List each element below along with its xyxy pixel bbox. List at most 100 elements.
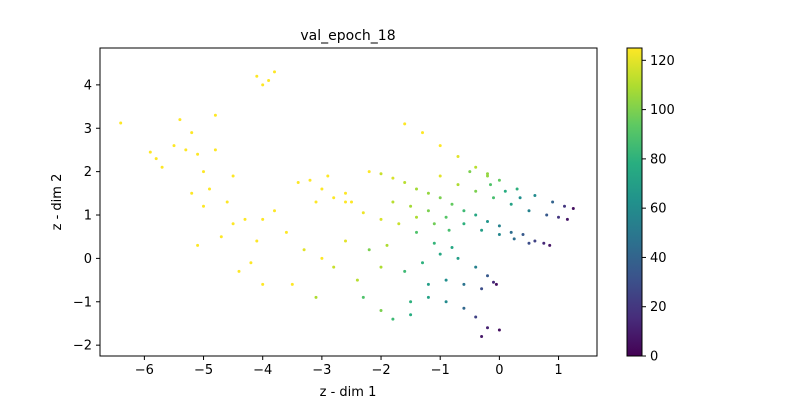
- data-point: [403, 122, 407, 126]
- data-point: [527, 209, 531, 213]
- colorbar-tick-label: 80: [650, 152, 667, 167]
- data-point: [480, 228, 484, 232]
- data-point: [344, 200, 347, 204]
- data-point: [231, 222, 235, 226]
- data-point: [344, 239, 347, 243]
- data-point: [249, 261, 253, 265]
- data-point: [456, 256, 460, 260]
- data-point: [486, 172, 489, 176]
- data-point: [497, 224, 501, 228]
- data-point: [474, 315, 478, 319]
- data-point: [379, 172, 383, 176]
- data-point: [273, 70, 276, 74]
- data-point: [444, 278, 448, 282]
- data-point: [447, 228, 451, 232]
- data-point: [308, 178, 312, 182]
- colorbar-tick-label: 0: [650, 350, 658, 365]
- colorbar: [626, 47, 643, 357]
- y-tick-label: 2: [84, 165, 92, 180]
- data-point: [450, 246, 454, 249]
- data-point: [119, 121, 123, 125]
- data-point: [512, 237, 516, 241]
- data-point: [462, 306, 466, 310]
- data-point: [332, 196, 336, 200]
- data-point: [548, 243, 552, 247]
- y-axis-ticks: −2 −1 0 1 2 3 4: [73, 78, 100, 354]
- data-point: [344, 191, 347, 195]
- data-point: [403, 269, 407, 273]
- data-point: [565, 217, 569, 221]
- data-point: [326, 174, 330, 178]
- data-point: [509, 230, 513, 234]
- data-point: [243, 217, 247, 221]
- data-point: [415, 187, 418, 191]
- data-point: [237, 269, 241, 273]
- data-point: [518, 196, 522, 200]
- y-tick-label: −1: [73, 295, 92, 310]
- data-point: [172, 144, 176, 148]
- y-tick-label: 3: [84, 122, 92, 137]
- y-tick-label: 0: [84, 252, 92, 267]
- data-point: [391, 317, 395, 321]
- data-point: [563, 204, 566, 208]
- y-tick-label: 4: [84, 78, 92, 93]
- x-tick-label: 0: [495, 363, 503, 378]
- data-point: [527, 241, 531, 245]
- data-point: [551, 200, 555, 204]
- data-point: [290, 282, 294, 286]
- data-point: [379, 217, 383, 221]
- data-point: [213, 113, 217, 117]
- x-tick-label: −6: [135, 363, 154, 378]
- colorbar-ticks: 0 20 40 60 80 100 120: [642, 54, 675, 365]
- data-point: [474, 189, 478, 193]
- data-point: [494, 282, 498, 286]
- data-point: [367, 248, 371, 252]
- data-point: [403, 181, 407, 184]
- data-point: [426, 191, 430, 195]
- data-point: [184, 148, 188, 152]
- data-point: [391, 200, 395, 204]
- x-tick-label: −5: [194, 363, 213, 378]
- data-point: [219, 235, 223, 239]
- data-point: [571, 207, 575, 210]
- data-point: [202, 170, 205, 174]
- data-point: [533, 239, 537, 243]
- data-point: [190, 131, 194, 135]
- x-tick-label: −4: [253, 363, 272, 378]
- data-point: [208, 187, 211, 191]
- data-point: [432, 222, 436, 226]
- data-point: [361, 211, 365, 215]
- data-point: [397, 222, 401, 226]
- y-tick-label: −2: [73, 339, 92, 354]
- x-tick-label: −1: [431, 363, 450, 378]
- data-point: [391, 176, 395, 180]
- data-point: [314, 295, 318, 299]
- data-point: [533, 194, 537, 197]
- data-point: [542, 241, 546, 245]
- data-point: [314, 200, 318, 204]
- data-point: [503, 189, 507, 193]
- data-point: [515, 187, 519, 191]
- x-tick-label: 1: [554, 363, 562, 378]
- colorbar-tick-label: 120: [650, 54, 675, 69]
- data-point: [489, 183, 492, 187]
- data-point: [148, 150, 152, 154]
- colorbar-tick-label: 60: [650, 202, 667, 217]
- data-point: [196, 243, 200, 247]
- data-point: [261, 217, 265, 221]
- data-point: [486, 274, 489, 278]
- data-point: [202, 204, 205, 208]
- data-point: [367, 170, 371, 174]
- data-point: [255, 239, 259, 243]
- data-point: [497, 328, 501, 332]
- data-point: [444, 300, 448, 304]
- data-point: [231, 174, 235, 178]
- chart-title: val_epoch_18: [300, 28, 395, 44]
- data-point: [456, 155, 460, 158]
- data-point: [296, 181, 300, 184]
- data-point: [438, 252, 442, 256]
- data-point: [361, 295, 365, 299]
- data-point: [196, 152, 200, 156]
- data-point: [509, 202, 513, 206]
- data-point: [438, 174, 442, 178]
